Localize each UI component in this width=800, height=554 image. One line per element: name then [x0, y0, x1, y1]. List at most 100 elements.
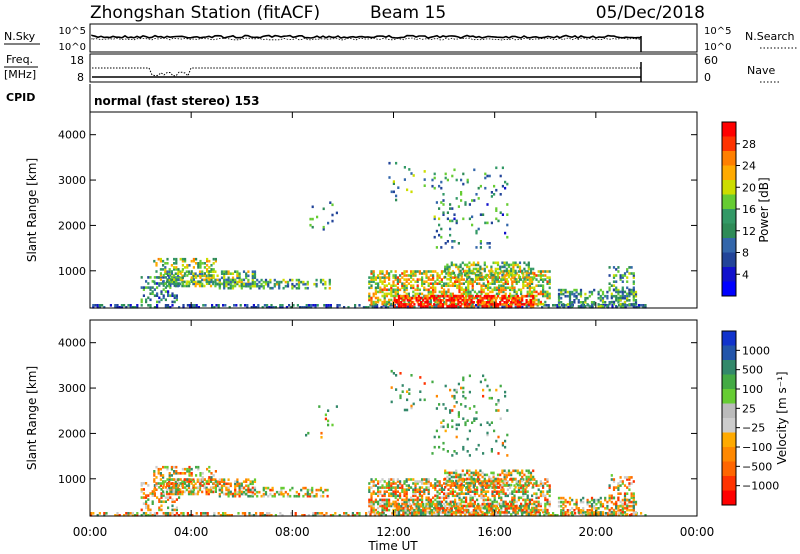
echo-cell — [444, 504, 447, 508]
echo-cell — [560, 288, 563, 292]
echo-cell — [482, 496, 485, 500]
echo-cell — [621, 286, 624, 290]
echo-cell — [390, 190, 393, 194]
echo-cell — [531, 292, 534, 296]
echo-cell — [451, 282, 454, 285]
echo-cell — [532, 509, 535, 512]
echo-cell — [430, 509, 434, 512]
echo-cell — [381, 280, 384, 283]
echo-cell — [542, 482, 545, 485]
echo-cell — [575, 288, 578, 292]
echo-cell — [370, 296, 373, 300]
echo-cell — [457, 504, 460, 508]
echo-cell — [447, 282, 450, 285]
echo-cell — [211, 306, 214, 309]
echo-cell — [175, 465, 178, 469]
echo-cell — [377, 510, 380, 514]
echo-cell — [196, 274, 199, 278]
echo-cell — [151, 500, 154, 503]
echo-cell — [328, 282, 331, 286]
echo-cell — [526, 284, 529, 287]
echo-cell — [457, 294, 460, 298]
echo-cell — [197, 486, 200, 489]
echo-cell — [451, 284, 454, 287]
echo-cell — [210, 276, 213, 279]
echo-cell — [492, 504, 495, 508]
echo-cell — [489, 290, 492, 294]
echo-cell — [412, 174, 415, 177]
echo-cell — [400, 509, 403, 512]
echo-cell — [242, 480, 246, 483]
echo-cell — [162, 268, 165, 271]
echo-cell — [312, 304, 315, 307]
echo-cell — [610, 294, 613, 298]
echo-cell — [546, 502, 549, 506]
echo-cell — [405, 286, 408, 290]
echo-cell — [275, 490, 279, 494]
echo-cell — [558, 306, 561, 309]
echo-cell — [496, 473, 500, 477]
nsky-tick-top: 10^5 — [59, 26, 86, 37]
echo-cell — [481, 275, 484, 279]
echo-cell — [414, 490, 417, 493]
echo-cell — [319, 486, 323, 490]
echo-cell — [487, 302, 490, 306]
echo-cell — [626, 486, 629, 489]
echo-cell — [449, 274, 452, 277]
echo-cell — [236, 490, 239, 494]
echo-cell — [96, 304, 99, 307]
echo-cell — [459, 265, 462, 269]
echo-cell — [532, 485, 535, 489]
echo-cell — [331, 219, 334, 223]
echo-cell — [480, 504, 483, 508]
echo-cell — [173, 486, 176, 489]
echo-cell — [399, 278, 402, 281]
echo-cell — [278, 490, 281, 494]
echo-cell — [162, 480, 165, 483]
echo-cell — [159, 259, 162, 263]
echo-cell — [514, 294, 517, 298]
echo-cell — [522, 484, 525, 487]
echo-cell — [181, 276, 184, 279]
echo-cell — [634, 500, 638, 504]
echo-cell — [496, 271, 500, 275]
echo-cell — [425, 270, 428, 273]
echo-cell — [192, 488, 195, 491]
echo-cell — [577, 299, 580, 302]
echo-cell — [405, 488, 408, 491]
echo-cell — [538, 512, 541, 515]
echo-cell — [446, 294, 449, 298]
nsky-label: N.Sky — [4, 30, 36, 43]
echo-cell — [419, 303, 423, 306]
echo-cell — [469, 488, 472, 491]
echo-cell — [388, 298, 391, 302]
echo-cell — [590, 509, 594, 512]
echo-cell — [608, 496, 611, 500]
echo-cell — [446, 305, 449, 308]
echo-cell — [174, 480, 177, 483]
echo-cell — [103, 512, 106, 515]
echo-cell — [517, 270, 520, 273]
echo-cell — [500, 496, 503, 500]
echo-cell — [462, 296, 465, 300]
echo-cell — [169, 274, 172, 277]
echo-cell — [496, 294, 500, 298]
echo-cell — [422, 511, 425, 514]
echo-cell — [485, 277, 489, 281]
echo-cell — [234, 490, 237, 494]
echo-cell — [280, 280, 283, 284]
echo-cell — [483, 305, 486, 308]
echo-cell — [466, 299, 469, 302]
echo-cell — [484, 221, 487, 225]
echo-cell — [582, 303, 585, 306]
echo-cell — [619, 480, 622, 483]
echo-cell — [188, 470, 191, 473]
echo-cell — [522, 276, 525, 279]
echo-cell — [290, 512, 293, 515]
echo-cell — [533, 500, 536, 504]
colorbar-swatch — [722, 122, 736, 137]
echo-cell — [201, 478, 204, 481]
echo-cell — [297, 282, 301, 286]
echo-cell — [470, 269, 473, 273]
echo-cell — [436, 482, 439, 485]
